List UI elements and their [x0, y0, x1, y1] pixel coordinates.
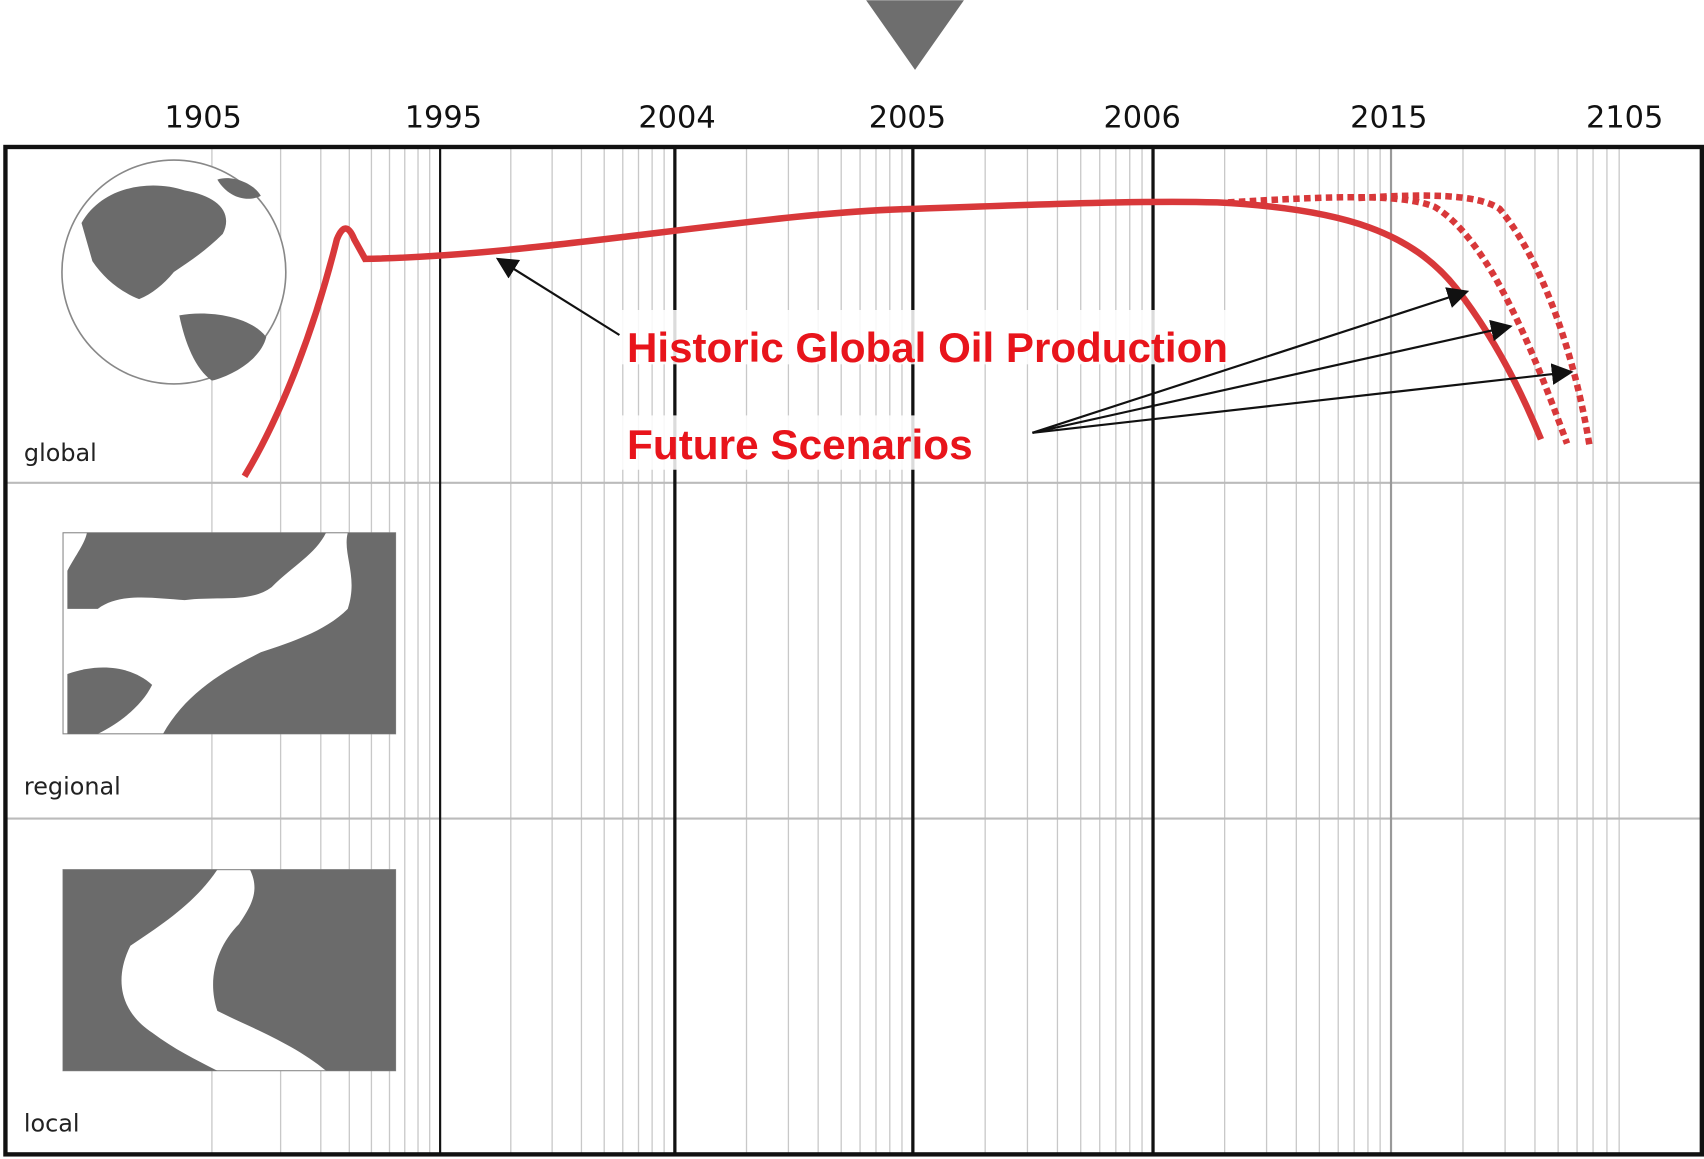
year-label: 1995 [405, 100, 482, 135]
year-label: 2006 [1103, 100, 1180, 135]
scenario-curve [1227, 193, 1571, 445]
label-backdrop [621, 415, 981, 470]
now-marker [866, 0, 964, 70]
year-label: 2004 [638, 100, 715, 135]
globe-icon [61, 159, 287, 385]
future-label: Future Scenarios [627, 422, 973, 468]
local-map [62, 869, 397, 1072]
year-label: 2105 [1586, 100, 1663, 135]
scenario-curve [1358, 192, 1594, 449]
major-grid [439, 146, 1393, 1155]
year-label: 2005 [869, 100, 946, 135]
regional-map [62, 532, 397, 735]
year-label: 1905 [165, 100, 242, 135]
year-label: 2015 [1350, 100, 1427, 135]
row-label: regional [24, 773, 121, 801]
label-backdrop [621, 309, 1236, 365]
frame [3, 144, 1704, 1157]
row-label: global [24, 439, 97, 467]
row-label: local [24, 1110, 80, 1138]
annotation-arrows [495, 257, 1574, 434]
minor-grid [211, 146, 1620, 1155]
historic-curve [241, 198, 1545, 478]
historic-label: Historic Global Oil Production [627, 325, 1228, 371]
